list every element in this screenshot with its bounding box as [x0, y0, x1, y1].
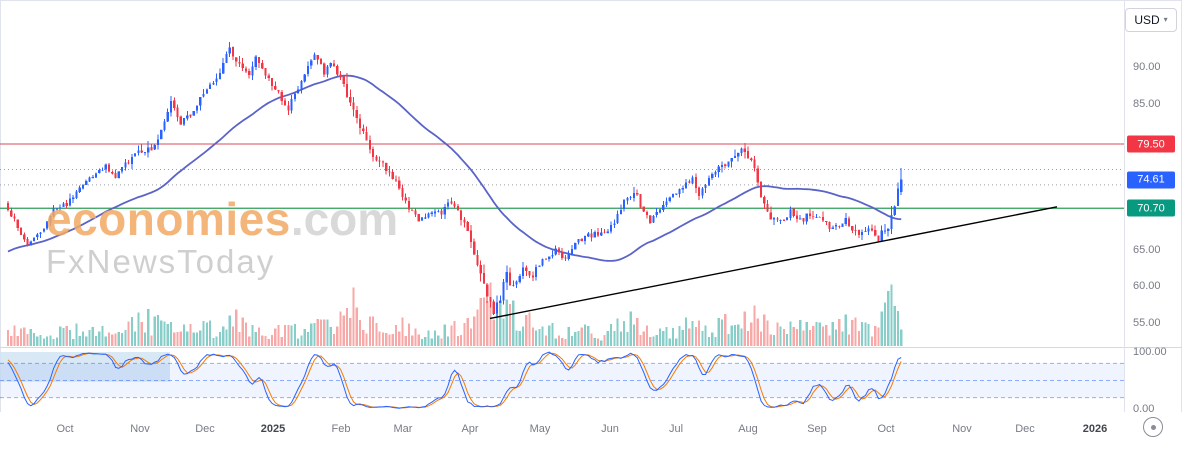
time-axis[interactable]: Oct Nov Dec 2025 Feb Mar Apr May Jun Jul Aug Sep Oct…: [0, 412, 1182, 449]
price-axis-label: 55.00: [1133, 316, 1161, 329]
dotted-levels: [0, 169, 1124, 186]
price-axis-label: 65.00: [1133, 243, 1161, 256]
stochastic-d-line: [7, 352, 902, 409]
time-axis-label: May: [529, 423, 551, 435]
price-badge-last-price: 74.61: [1127, 171, 1175, 189]
stochastic-k-line: [7, 351, 902, 409]
time-axis-label: Jul: [668, 423, 684, 435]
time-axis-label: Oct: [877, 423, 895, 435]
time-axis-label: Dec: [195, 423, 215, 435]
time-axis-label: 2025: [260, 423, 286, 435]
moving-average-line: [7, 74, 902, 262]
time-axis-label: Oct: [56, 423, 74, 435]
time-axis-label: Sep: [807, 423, 827, 435]
go-to-realtime-button[interactable]: [1143, 417, 1163, 437]
price-axis-label: 90.00: [1133, 61, 1161, 74]
stochastic-band: [0, 352, 1124, 399]
time-axis-label: Apr: [461, 423, 479, 435]
volume-series: [6, 282, 903, 346]
target-icon: [1150, 424, 1156, 430]
time-axis-label: Jun: [601, 423, 619, 435]
indicator-axis-label: 100.00: [1133, 346, 1167, 358]
chevron-down-icon: ▾: [1163, 15, 1168, 24]
time-axis-label: Dec: [1015, 423, 1035, 435]
trendline[interactable]: [489, 206, 1058, 320]
stoch-highlight-region: [0, 352, 170, 382]
time-axis-label: Feb: [331, 423, 351, 435]
time-axis-label: Nov: [952, 423, 972, 435]
time-axis-label: Mar: [393, 423, 413, 435]
currency-selector[interactable]: USD ▾: [1125, 8, 1177, 32]
price-badge-resistance: 79.50: [1127, 135, 1175, 153]
time-axis-label: Aug: [738, 423, 758, 435]
time-axis-label: 2026: [1082, 423, 1108, 435]
time-axis-label: Nov: [130, 423, 150, 435]
price-axis-label: 85.00: [1133, 97, 1161, 110]
price-badge-support: 70.70: [1127, 199, 1175, 217]
price-axis[interactable]: 90.00 85.00 65.00 60.00 55.00 100.00 0.00 79.50…: [1125, 0, 1182, 415]
price-axis-label: 60.00: [1133, 280, 1161, 293]
currency-selector-value: USD: [1134, 13, 1160, 27]
candlestick-series: [6, 42, 903, 318]
